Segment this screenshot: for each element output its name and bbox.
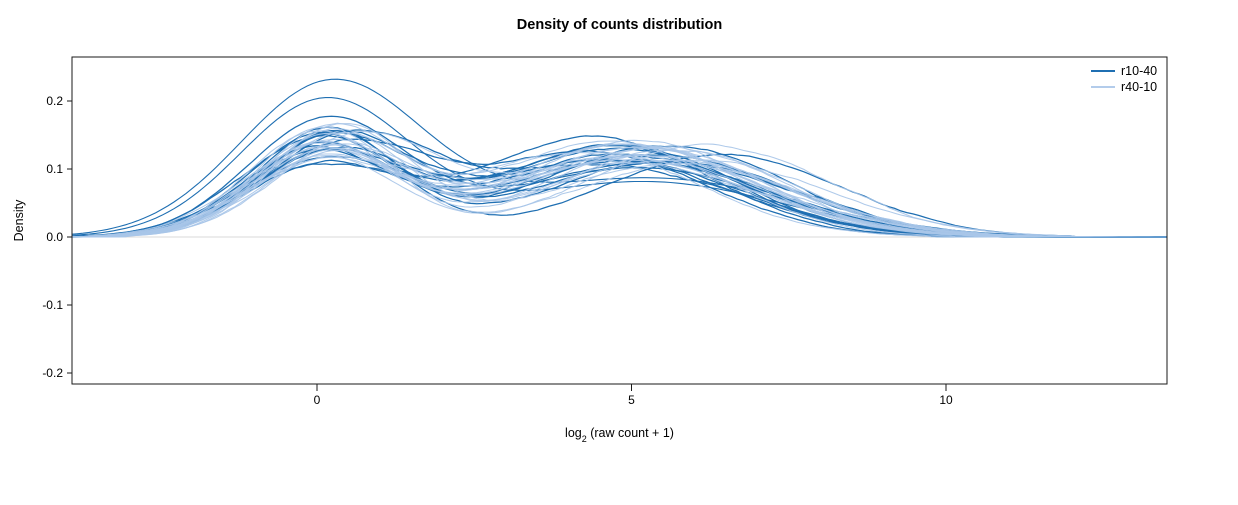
- svg-text:5: 5: [628, 393, 635, 407]
- svg-text:-0.1: -0.1: [42, 298, 63, 312]
- svg-text:0.1: 0.1: [46, 162, 63, 176]
- svg-text:0: 0: [314, 393, 321, 407]
- svg-text:r10-40: r10-40: [1121, 64, 1157, 78]
- svg-text:Density: Density: [12, 199, 26, 241]
- svg-text:0.0: 0.0: [46, 230, 63, 244]
- svg-text:-0.2: -0.2: [42, 366, 63, 380]
- svg-text:0.2: 0.2: [46, 94, 63, 108]
- svg-text:log2 (raw count + 1): log2 (raw count + 1): [565, 426, 674, 444]
- svg-text:10: 10: [939, 393, 953, 407]
- svg-text:r40-10: r40-10: [1121, 80, 1157, 94]
